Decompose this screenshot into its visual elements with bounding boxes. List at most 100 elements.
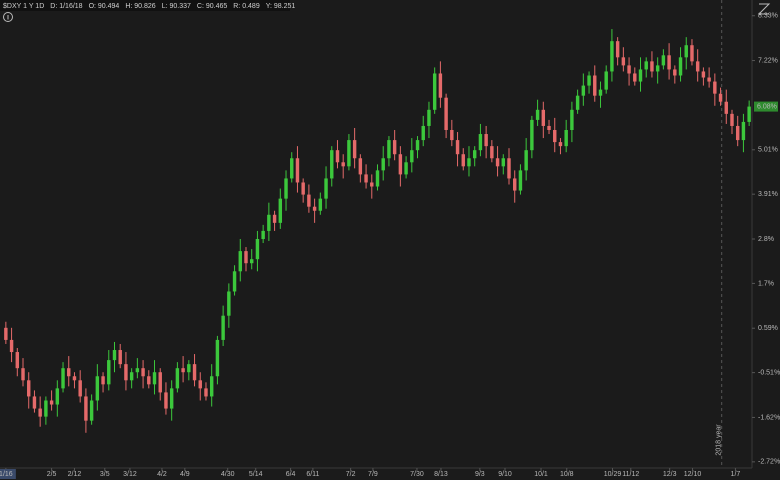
- candle-body: [67, 368, 71, 377]
- candle-body: [633, 73, 637, 82]
- x-tick-label: 7/30: [410, 471, 424, 478]
- candle-body: [164, 392, 168, 409]
- candle-body: [318, 198, 323, 211]
- candle-body: [741, 121, 746, 141]
- candle-body: [593, 75, 597, 96]
- candle-body: [215, 339, 220, 377]
- candle-body: [718, 93, 723, 102]
- candle-body: [249, 259, 254, 264]
- candle-body: [129, 372, 134, 381]
- candle-body: [455, 140, 460, 155]
- candle-body: [118, 350, 122, 365]
- candle-body: [221, 315, 225, 340]
- candle-body: [427, 109, 431, 126]
- y-tick-label: -1.62%: [758, 414, 780, 421]
- last-value-box: [754, 101, 778, 112]
- candle-body: [204, 388, 208, 397]
- info-icon[interactable]: [3, 12, 13, 22]
- candle-body: [341, 162, 345, 167]
- candle-body: [564, 129, 568, 147]
- header: $DXY 1 Y 1D D: 1/16/18 O: 90.494 H: 90.826 L…: [0, 0, 295, 11]
- candle-body: [112, 350, 117, 361]
- candle-body: [278, 198, 283, 223]
- x-tick-label: 9/3: [475, 471, 485, 478]
- candle-body: [307, 194, 311, 207]
- candle-body: [673, 69, 677, 76]
- candle-body: [438, 73, 443, 98]
- candle-body: [364, 174, 368, 183]
- zoom-icon[interactable]: [757, 3, 771, 15]
- candle-body: [4, 327, 8, 340]
- x-tick-label: 10/1: [534, 471, 548, 478]
- candle-body: [295, 158, 300, 183]
- x-tick-label: 3/5: [100, 471, 110, 478]
- candle-body: [650, 61, 654, 72]
- candle-body: [330, 150, 334, 179]
- candle-body: [701, 71, 706, 78]
- x-tick-label: 2/12: [68, 471, 82, 478]
- x-tick-label: 7/2: [346, 471, 356, 478]
- candle-body: [9, 339, 14, 353]
- x-tick-label: 2/5: [47, 471, 57, 478]
- candle-body: [547, 125, 551, 130]
- header-field: R: 0.489: [233, 3, 260, 10]
- candle-body: [358, 158, 363, 175]
- candle-body: [530, 119, 534, 151]
- candle-body: [44, 400, 48, 417]
- candle-body: [284, 178, 288, 199]
- candle-body: [461, 154, 465, 167]
- candle-body: [238, 251, 242, 272]
- candle-body: [72, 376, 77, 381]
- y-tick-label: 7.22%: [758, 57, 778, 64]
- x-tick-label: 5/14: [249, 471, 263, 478]
- candle-body: [615, 41, 620, 58]
- y-tick-label: -2.72%: [758, 459, 780, 466]
- x-tick-label: 10/29: [604, 471, 622, 478]
- candle-body: [553, 129, 557, 143]
- candle-body: [55, 388, 60, 405]
- candle-body: [513, 178, 517, 191]
- candle-body: [15, 352, 20, 369]
- x-tick-label: 6/11: [306, 471, 319, 478]
- candle-body: [678, 57, 683, 76]
- x-tick-label: 1/16: [0, 471, 13, 478]
- candle-body: [141, 368, 145, 377]
- candle-body: [89, 400, 94, 421]
- candle-body: [410, 150, 414, 163]
- candle-body: [707, 77, 711, 82]
- x-tick-label: 11/12: [622, 471, 639, 478]
- candle-body: [101, 376, 105, 385]
- candle-body: [490, 146, 494, 159]
- candle-body: [747, 106, 751, 122]
- candle-body: [152, 372, 157, 385]
- candle-body: [84, 396, 88, 421]
- candle-body: [587, 75, 591, 86]
- y-tick-label: 1.7%: [758, 280, 774, 287]
- candle-body: [272, 214, 277, 223]
- candle-body: [301, 182, 305, 195]
- y-tick-label: 3.91%: [758, 191, 778, 198]
- candle-body: [404, 162, 408, 175]
- candle-body: [27, 380, 31, 397]
- candle-body: [49, 400, 54, 405]
- candle-body: [495, 158, 500, 167]
- candle-body: [135, 368, 140, 373]
- header-field: O: 90.494: [89, 3, 120, 10]
- candle-body: [370, 182, 374, 187]
- candle-body: [244, 251, 248, 264]
- candle-body: [267, 214, 271, 231]
- candle-body: [392, 140, 397, 155]
- candle-body: [198, 380, 202, 389]
- x-tick-label: 10/8: [560, 471, 574, 478]
- candle-body: [730, 113, 734, 126]
- x-tick-label: 4/2: [157, 471, 167, 478]
- candle-body: [450, 129, 454, 141]
- x-tick-label: 3/12: [123, 471, 137, 478]
- y-tick-label: 2.8%: [758, 236, 774, 243]
- candle-body: [147, 376, 151, 385]
- candle-body: [261, 230, 265, 239]
- candle-body: [21, 368, 25, 381]
- candle-body: [181, 368, 185, 373]
- candle-body: [290, 158, 294, 179]
